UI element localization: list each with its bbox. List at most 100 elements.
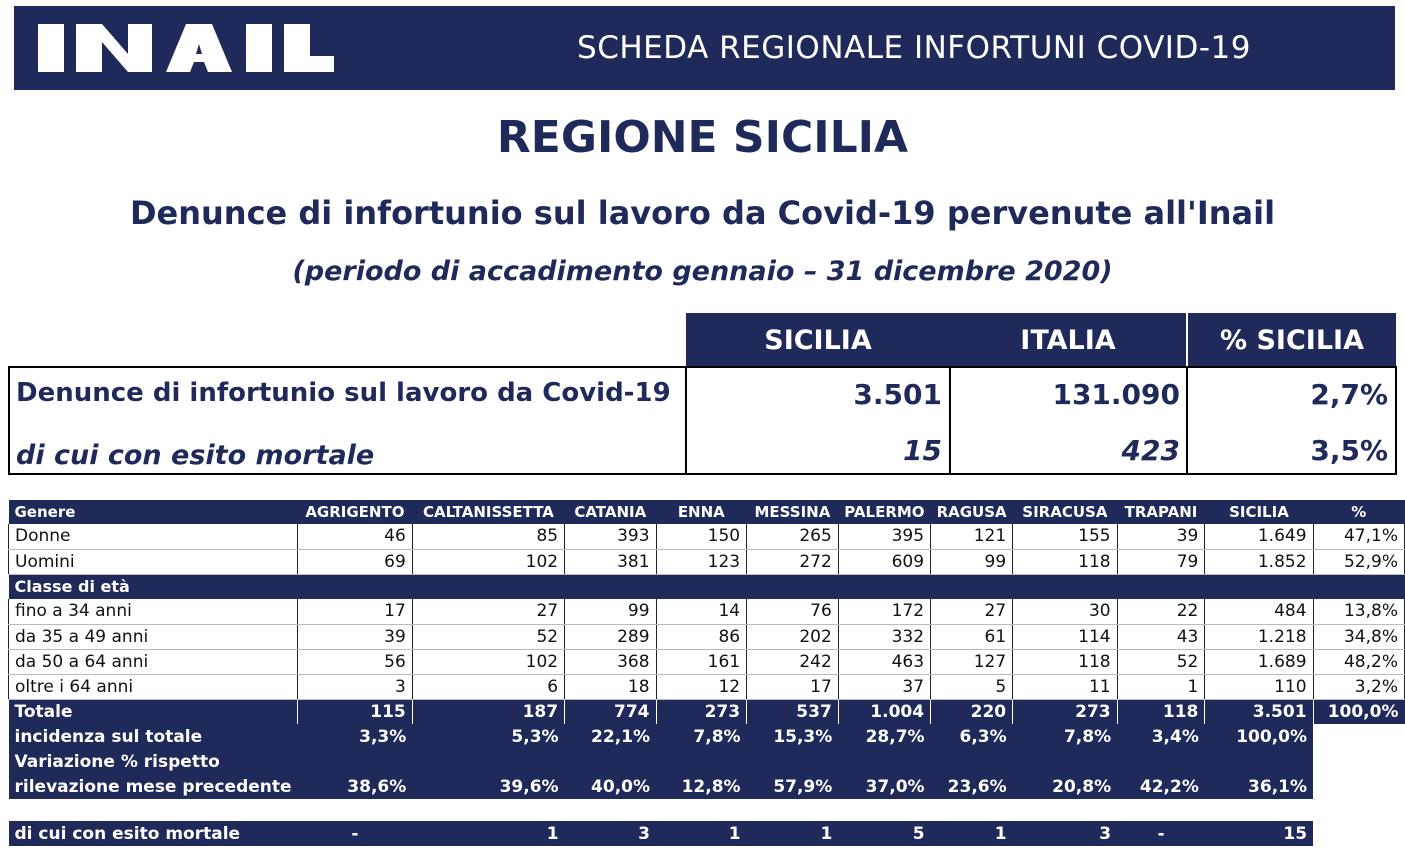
table-row: fino a 34 anni 17 27 99 14 76 172 27 30 22 484 13,8… [7,599,1405,625]
table-row: da 35 a 49 anni 39 52 289 86 202 332 61 114 43 1.2… [7,624,1405,650]
summary-col-italia: ITALIA [950,313,1186,366]
header-banner: SCHEDA REGIONALE INFORTUNI COVID-19 [14,6,1395,90]
section-filler [1012,574,1118,599]
header-cell: RAGUSA [930,500,1013,524]
cell-value: 150 [655,524,747,550]
summary-row-label: di cui con esito mortale [16,440,375,471]
total-value: 273 [1012,699,1118,724]
cell-value: 17 [746,674,839,700]
cell-value: 17 [297,599,413,625]
summary-col-sicilia: SICILIA [686,313,950,366]
header-cell: CATANIA [564,500,657,524]
cell-value: 69 [297,549,413,575]
variation-filler [746,749,839,774]
section-filler [930,574,1013,599]
table-header-row: Genere AGRIGENTO CALTANISSETTA CATANIA ENNA M… [8,500,1405,524]
cell-value: 609 [837,549,931,575]
cell-value: 102 [411,549,565,575]
cell-value: 1.852 [1204,549,1314,575]
summary-divider [949,366,951,475]
variation-value: 38,6% [297,774,413,799]
total-value: 220 [930,699,1013,724]
table-row: oltre i 64 anni 3 6 18 12 17 37 5 11 1 110 3,2% [7,674,1405,700]
cell-value: 6 [411,674,565,700]
variation-value: 23,6% [930,774,1013,799]
variation-filler [1117,749,1205,774]
incidence-value: 22,1% [564,724,657,749]
variation-filler [930,749,1013,774]
cell-value: 86 [655,624,747,650]
incidence-value: 28,7% [838,724,931,749]
header-cell: SICILIA [1204,500,1314,524]
report-subtitle: Denunce di infortunio sul lavoro da Covi… [129,194,1276,232]
cell-value: 110 [1204,674,1314,700]
cell-value: 161 [655,649,747,675]
variation-label: Variazione % rispetto [8,749,298,774]
cell-value: 3,2% [1312,674,1405,700]
cell-value: 18 [564,674,657,700]
variation-value: 20,8% [1012,774,1118,799]
cell-value: 484 [1204,599,1314,625]
deaths-value: 1 [746,821,839,846]
cell-value: 272 [746,549,839,575]
row-label: Donne [7,524,298,550]
cell-value: 13,8% [1312,599,1405,625]
cell-value: 14 [655,599,747,625]
variation-filler [1012,749,1118,774]
cell-value: 85 [411,524,565,550]
section-filler [1313,574,1405,599]
section-filler [564,574,657,599]
sheet-title: SCHEDA REGIONALE INFORTUNI COVID-19 [577,30,1251,66]
cell-value: 172 [837,599,931,625]
header-cell: MESSINA [746,500,839,524]
deaths-value: 3 [564,821,657,846]
cell-value: 43 [1116,624,1205,650]
cell-value: 202 [746,624,839,650]
cell-value: 47,1% [1312,524,1405,550]
deaths-value: 1 [656,821,747,846]
deaths-value: 5 [838,821,931,846]
variation-filler [838,749,931,774]
variation-filler [297,749,413,774]
summary-value: 15 [903,434,942,467]
cell-value: 393 [564,524,657,550]
cell-value: 61 [930,624,1013,650]
deaths-value: 3 [1012,821,1118,846]
total-label: Totale [8,699,298,724]
section-label: Classe di età [8,574,298,599]
table-row: da 50 a 64 anni 56 102 368 161 242 463 127 118 52… [7,649,1405,675]
total-value: 118 [1116,699,1205,724]
cell-value: 1.218 [1204,624,1314,650]
variation-filler [564,749,657,774]
cell-value: 56 [297,649,413,675]
total-value: 100,0% [1312,699,1405,724]
cell-value: 27 [930,599,1013,625]
incidence-row: incidenza sul totale 3,3% 5,3% 22,1% 7,8% 15,… [8,724,1405,749]
cell-value: 123 [655,549,747,575]
cell-value: 114 [1012,624,1118,650]
cell-value: 265 [746,524,839,550]
variation-label: rilevazione mese precedente [8,774,298,799]
summary-box [8,366,1397,475]
blank-cell [1313,749,1405,774]
summary-value: 3,5% [1310,434,1388,467]
summary-divider [685,366,687,475]
incidence-value: 3,4% [1117,724,1205,749]
total-value: 1.004 [837,699,931,724]
variation-value: 12,8% [656,774,747,799]
variation-value: 37,0% [838,774,931,799]
header-cell: CALTANISSETTA [412,500,565,524]
incidence-value: 3,3% [297,724,413,749]
cell-value: 395 [837,524,931,550]
section-filler [1117,574,1205,599]
incidence-value: 15,3% [746,724,839,749]
cell-value: 46 [297,524,413,550]
variation-value: 39,6% [412,774,565,799]
total-value: 537 [746,699,839,724]
cell-value: 1.649 [1204,524,1314,550]
cell-value: 155 [1012,524,1118,550]
cell-value: 52,9% [1312,549,1405,575]
header-cell: TRAPANI [1117,500,1205,524]
cell-value: 27 [411,599,565,625]
cell-value: 121 [930,524,1013,550]
